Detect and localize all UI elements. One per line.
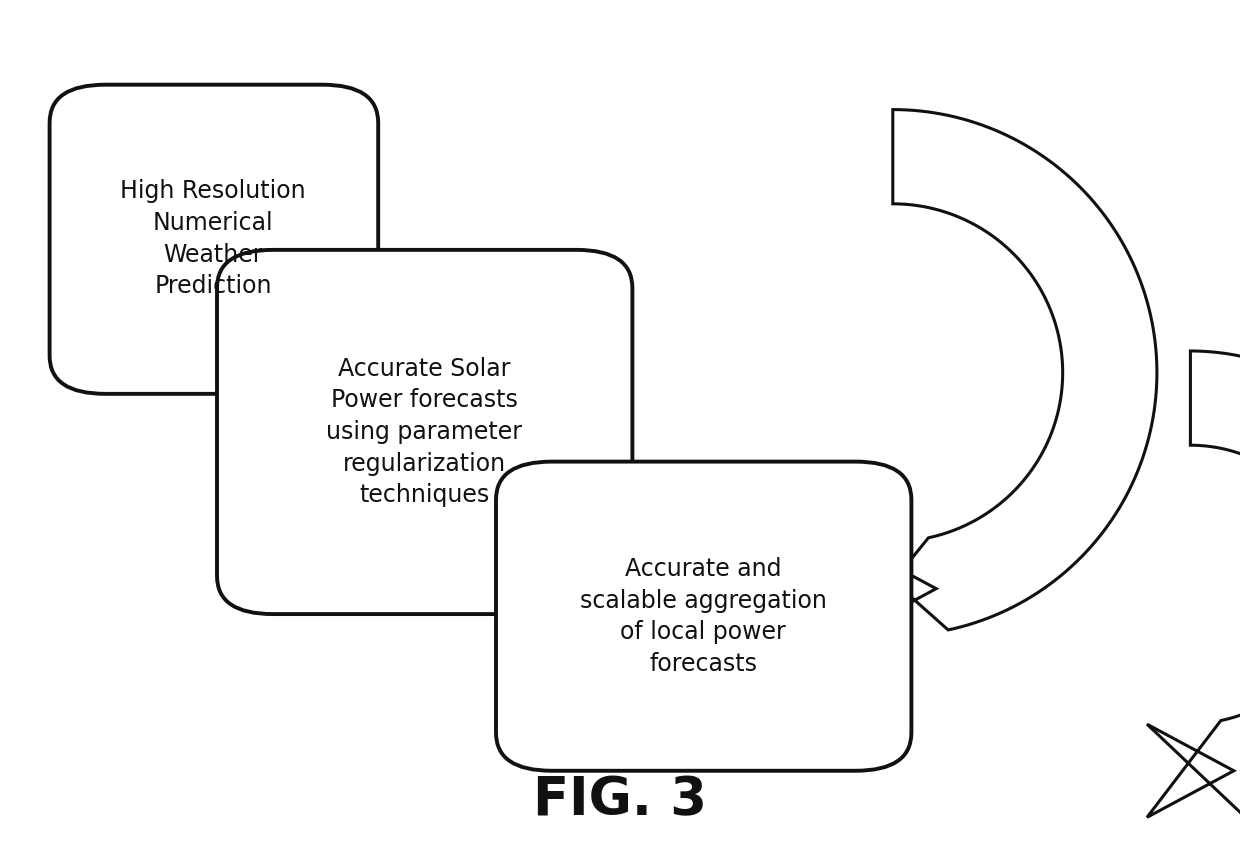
Text: FIG. 3: FIG. 3 [533, 774, 707, 827]
Text: Accurate Solar
Power forecasts
using parameter
regularization
techniques: Accurate Solar Power forecasts using par… [326, 357, 522, 507]
Text: Accurate and
scalable aggregation
of local power
forecasts: Accurate and scalable aggregation of loc… [579, 557, 827, 676]
FancyBboxPatch shape [217, 250, 632, 614]
Text: High Resolution
Numerical
Weather
Prediction: High Resolution Numerical Weather Predic… [120, 180, 306, 298]
Polygon shape [849, 109, 1157, 635]
FancyBboxPatch shape [496, 462, 911, 771]
FancyBboxPatch shape [50, 85, 378, 394]
Polygon shape [1147, 351, 1240, 817]
